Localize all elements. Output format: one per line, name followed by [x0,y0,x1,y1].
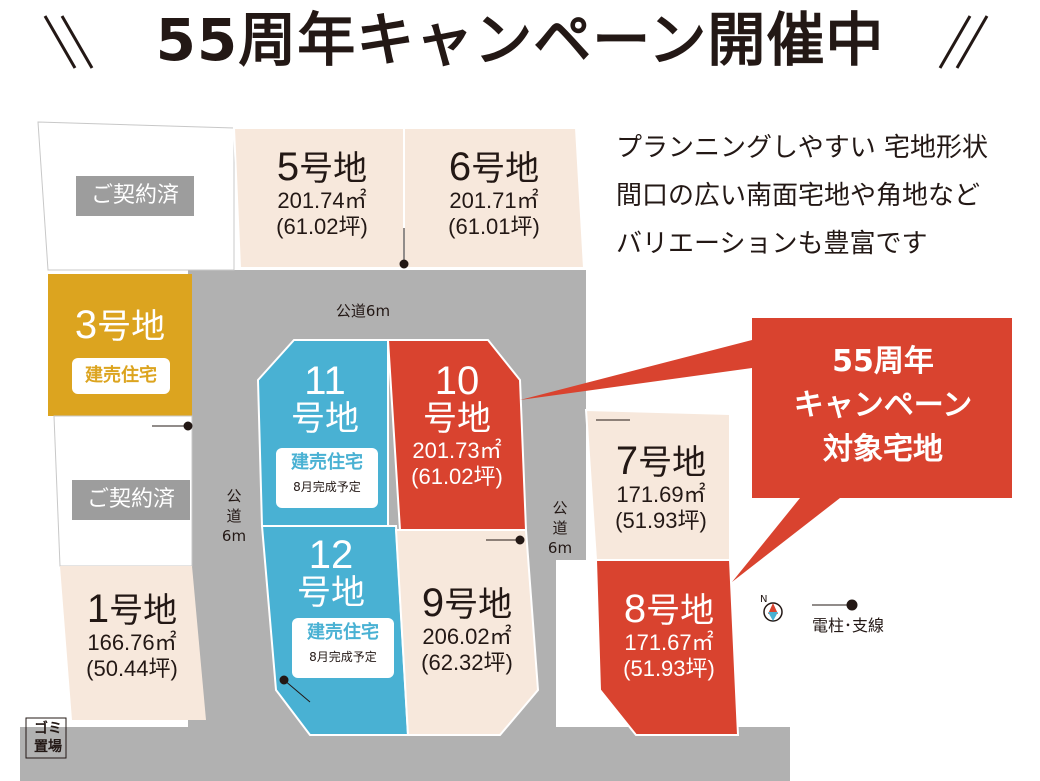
lot-6 [403,127,586,269]
lot-9-tsubo: (62.32坪) [421,650,513,675]
svg-text:N: N [760,594,767,605]
title-right-slashes [938,15,989,69]
campaign-callout: 55周年 キャンペーン 対象宅地 [793,344,973,467]
lot-5-label: 5号地 201.74㎡ (61.02坪) [240,147,404,240]
lot-3-tag: 建売住宅 [72,358,170,394]
north-compass-icon: N [760,594,783,622]
sold-label-lot4: ご契約済 [76,176,194,216]
lot-8 [594,559,740,736]
description: プランニングしやすい 宅地形状 間口の広い南面宅地や角地など バリエーションも豊… [616,124,1036,268]
lot-10-tsubo: (61.02坪) [411,464,503,489]
lot-6-label: 6号地 201.71㎡ (61.01坪) [410,147,578,240]
callout-pointer-top [520,340,752,400]
lot-10 [386,339,528,531]
garbage-area [25,717,67,759]
lot-12-label: 12 号地 [297,533,365,612]
lot-1-label: 1号地 166.76㎡ (50.44坪) [62,589,202,682]
lot-12-tag: 建売住宅 8月完成予定 [292,618,394,678]
lot-11-tag: 建売住宅 8月完成予定 [276,448,378,508]
lot-8-label: 8号地 171.67㎡ (51.93坪) [602,589,736,682]
lot-10-area: 201.73㎡ [412,438,502,463]
page-title: 55周年キャンペーン開催中 [155,6,885,74]
lot-1-area: 166.76㎡ [87,630,177,655]
description-line: バリエーションも豊富です [616,229,928,259]
road-label-top: 公道6m [335,302,391,320]
callout-pointer-bottom [732,498,840,582]
pole-legend-label: 電柱･支線 [812,616,885,635]
lot-9-area: 206.02㎡ [422,624,512,649]
lot-9 [394,529,540,736]
road-label-right: 公道 6m [547,499,573,557]
lot-7-label: 7号地 171.69㎡ (51.93坪) [592,441,730,534]
lot-3-label: 3号地 [74,303,166,347]
lot-5-area: 201.74㎡ [277,188,367,213]
description-line: 間口の広い南面宅地や角地など [616,181,981,211]
lot-8-tsubo: (51.93坪) [623,656,715,681]
lot-7-area: 171.69㎡ [616,482,706,507]
lot-8-area: 171.67㎡ [624,630,714,655]
lot-1-tsubo: (50.44坪) [86,656,178,681]
utility-pole-icon [152,228,858,703]
lot-11-label: 11 号地 [291,359,359,438]
lot-10-label: 10 号地 201.73㎡ (61.02坪) [392,361,522,490]
lot-1 [60,566,206,720]
sold-label-lot2: ご契約済 [72,480,190,520]
callout-box [752,318,1012,498]
lot-5-tsubo: (61.02坪) [276,214,368,239]
lot-9-label: 9号地 206.02㎡ (62.32坪) [402,583,532,676]
title-left-slashes [43,15,94,69]
garbage-label: ゴミ 置場 [34,721,62,755]
lot-6-tsubo: (61.01坪) [448,214,540,239]
lot-6-area: 201.71㎡ [449,188,539,213]
road-label-left: 公道 6m [221,487,247,545]
lot-7-tsubo: (51.93坪) [615,508,707,533]
description-line: プランニングしやすい 宅地形状 [616,133,989,163]
